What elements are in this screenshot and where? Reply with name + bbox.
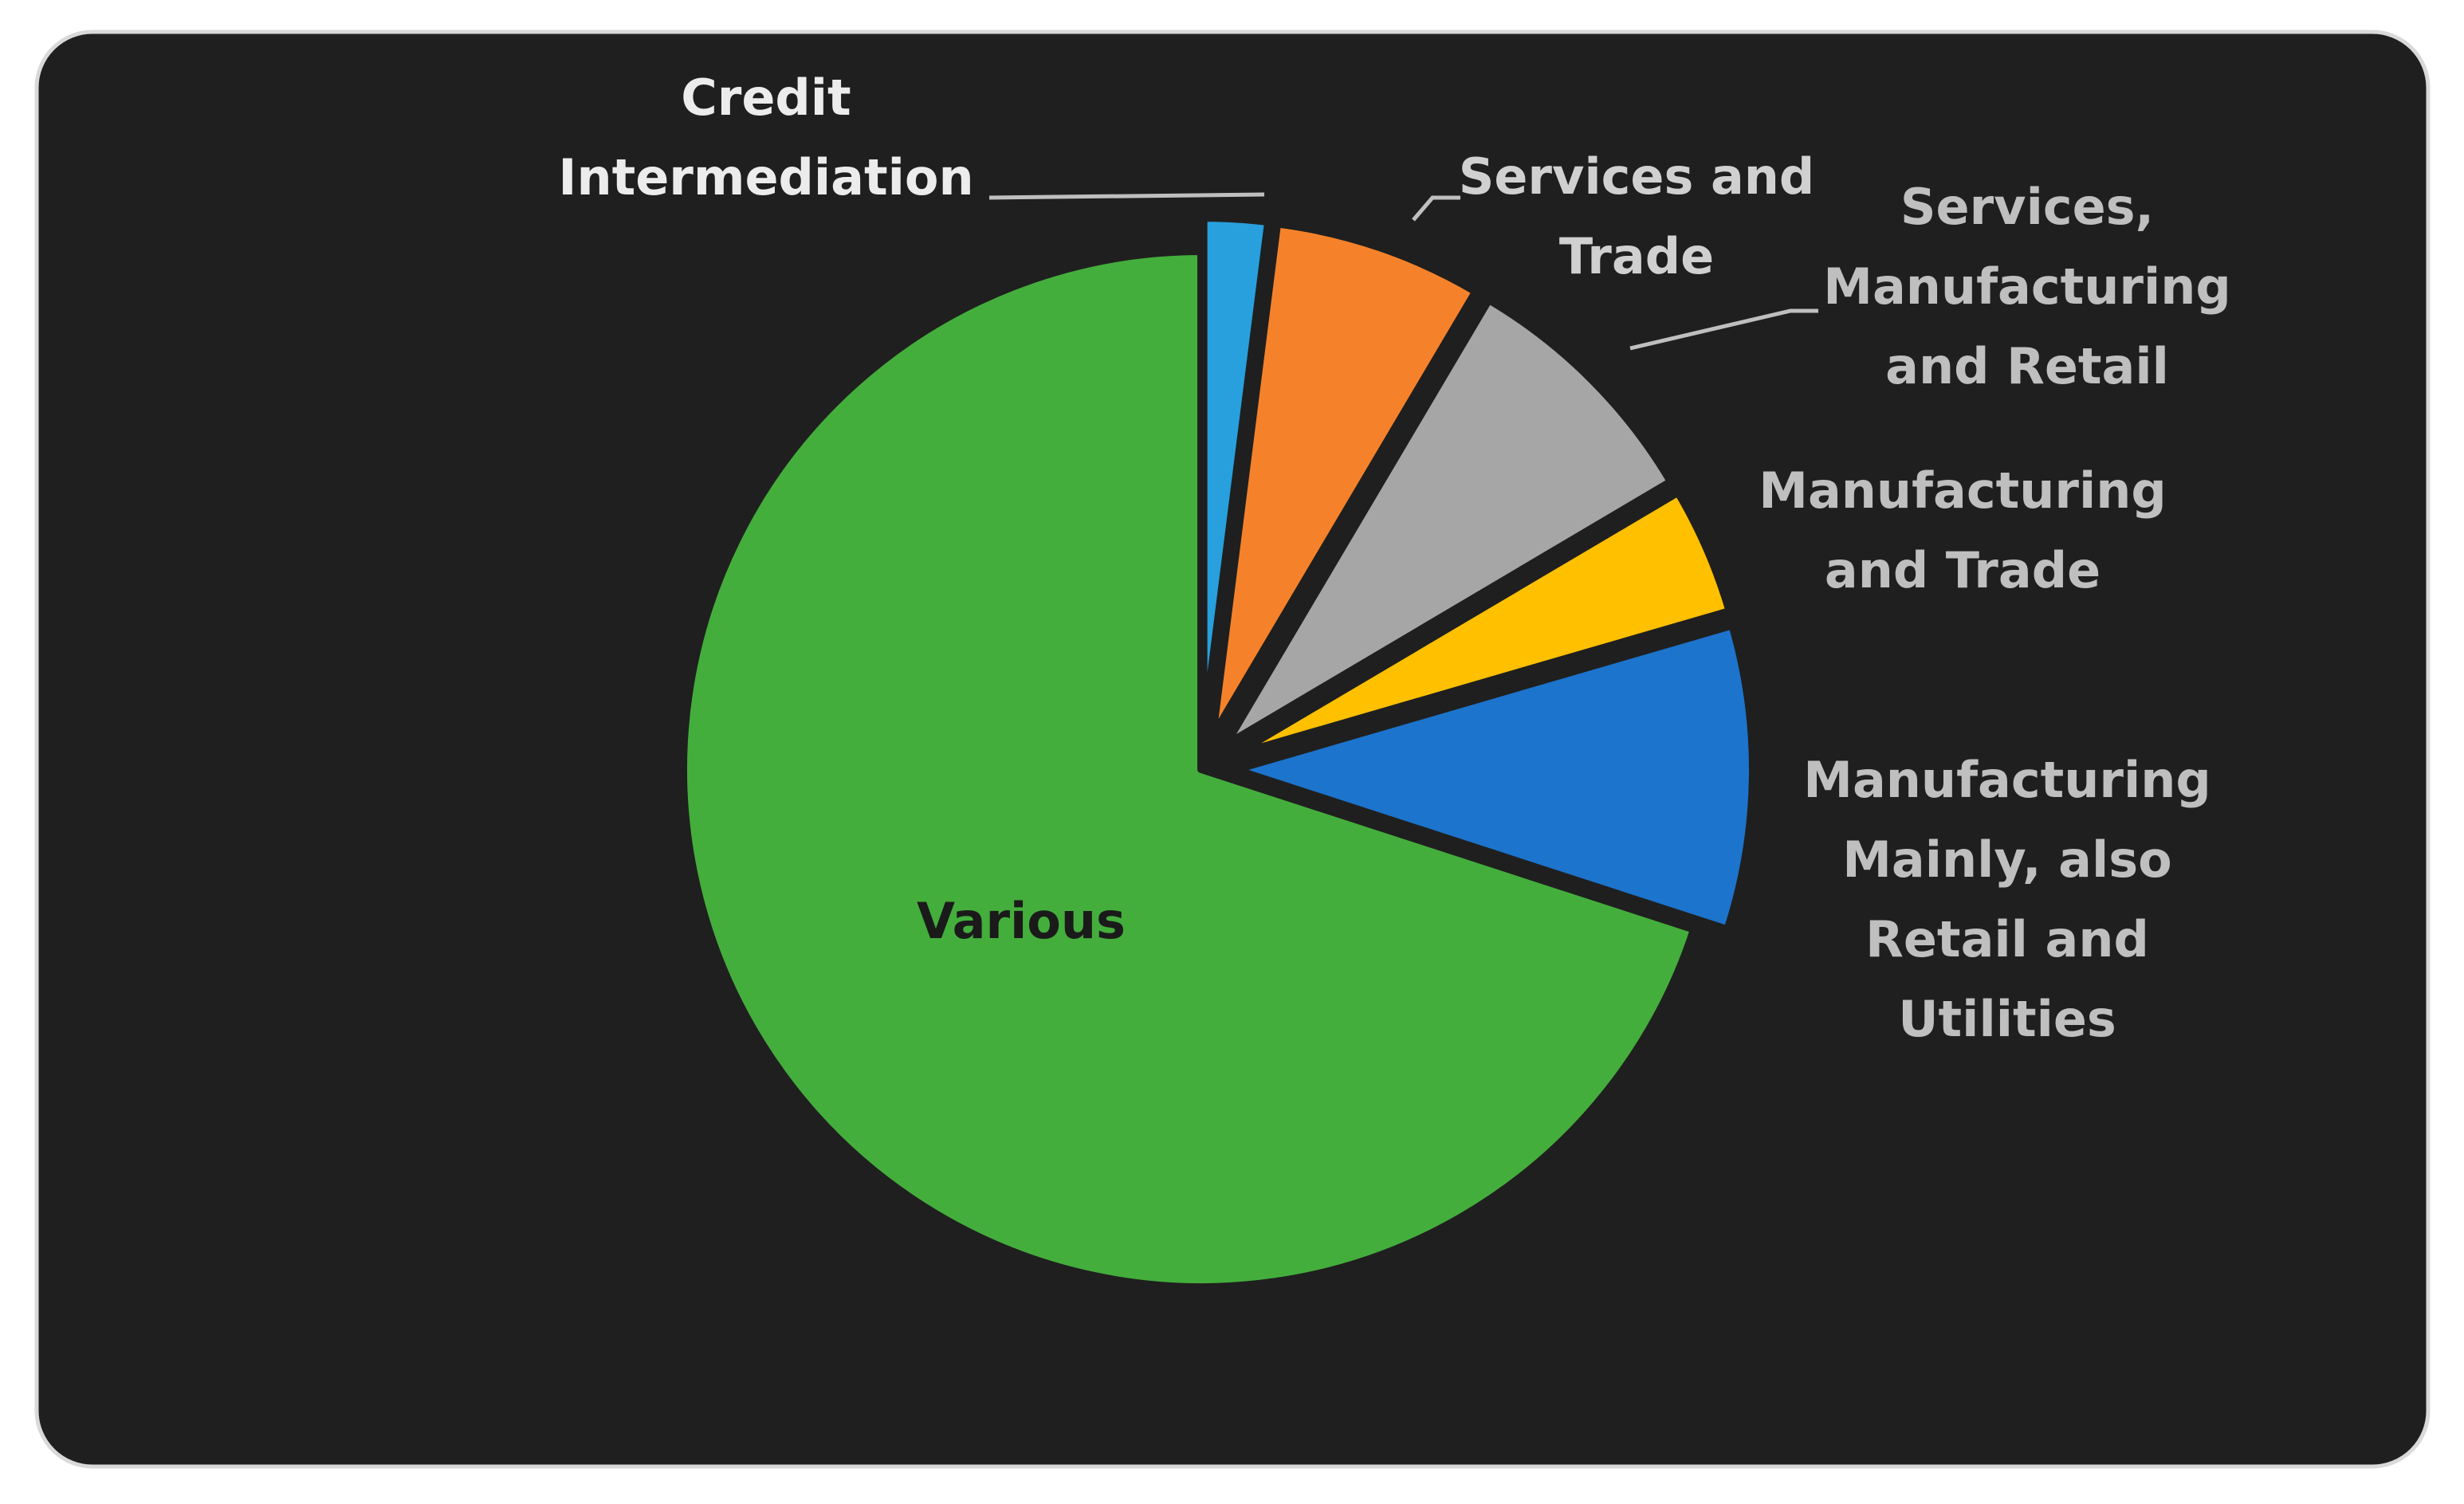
- pie-slice: [1208, 219, 1480, 742]
- slice-label: Manufacturing and Trade: [1759, 461, 2167, 599]
- slice-label: Various: [917, 892, 1126, 950]
- pie-slice: [1228, 488, 1734, 760]
- slice-label: Services and Trade: [1458, 147, 1815, 285]
- pie-slice: [1199, 214, 1273, 740]
- slice-label: Manufacturing Mainly, also Retail and Ut…: [1803, 751, 2211, 1048]
- slice-label: Services, Manufacturing and Retail: [1823, 178, 2231, 395]
- leader-line: [988, 192, 1265, 200]
- pie-slice: [679, 247, 1699, 1291]
- chart-background: [34, 29, 2431, 1469]
- slice-label: Credit Intermediation: [558, 69, 974, 206]
- pie-slice: [1220, 295, 1676, 750]
- leader-line: [1629, 308, 1818, 351]
- pie-slice: [1230, 621, 1757, 934]
- leader-line: [1412, 195, 1460, 222]
